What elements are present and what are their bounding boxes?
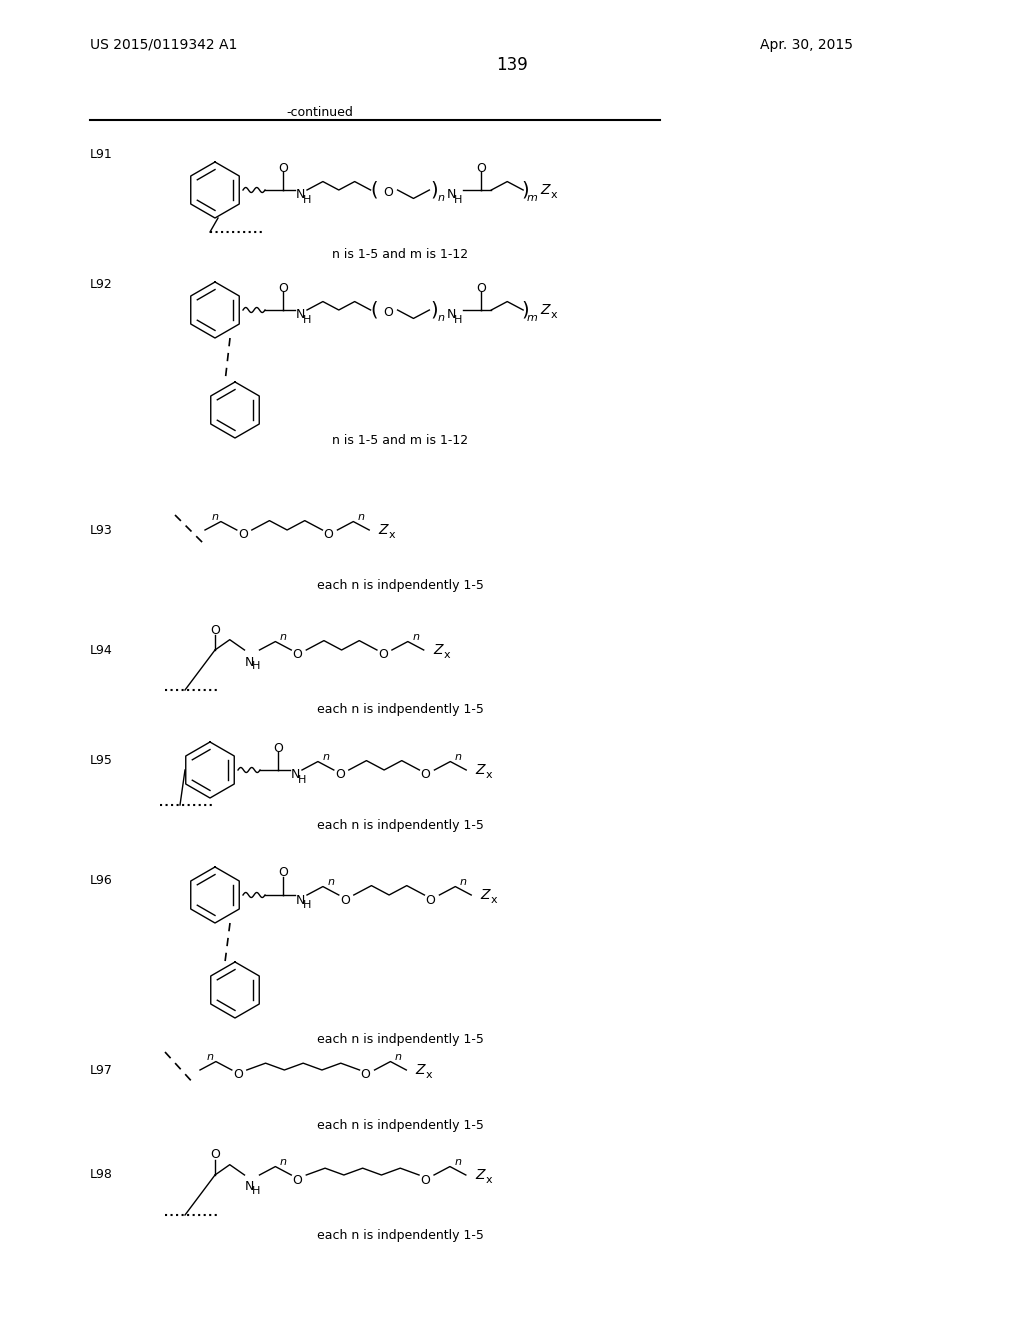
Text: x: x [443, 649, 450, 660]
Text: x: x [485, 1175, 493, 1185]
Text: ): ) [430, 301, 438, 319]
Text: O: O [210, 1148, 220, 1162]
Text: x: x [486, 770, 493, 780]
Text: Z: Z [541, 183, 550, 197]
Text: Z: Z [475, 1168, 484, 1181]
Text: x: x [490, 895, 498, 906]
Text: O: O [378, 648, 388, 661]
Text: H: H [252, 661, 261, 671]
Text: x: x [426, 1071, 433, 1080]
Text: each n is indpendently 1-5: each n is indpendently 1-5 [316, 578, 483, 591]
Text: -continued: -continued [287, 107, 353, 120]
Text: O: O [279, 866, 288, 879]
Text: x: x [389, 531, 395, 540]
Text: n: n [395, 1052, 401, 1063]
Text: n: n [323, 752, 330, 762]
Text: n: n [455, 1158, 462, 1167]
Text: ): ) [430, 181, 438, 199]
Text: O: O [420, 1173, 430, 1187]
Text: O: O [384, 306, 393, 319]
Text: n: n [207, 1052, 213, 1063]
Text: L93: L93 [90, 524, 113, 536]
Text: O: O [279, 281, 288, 294]
Text: n is 1-5 and m is 1-12: n is 1-5 and m is 1-12 [332, 248, 468, 261]
Text: N: N [295, 189, 305, 202]
Text: O: O [273, 742, 283, 755]
Text: Z: Z [541, 304, 550, 317]
Text: H: H [455, 315, 463, 325]
Text: O: O [279, 161, 288, 174]
Text: each n is indpendently 1-5: each n is indpendently 1-5 [316, 1229, 483, 1242]
Text: Z: Z [480, 888, 489, 902]
Text: N: N [446, 189, 456, 202]
Text: ): ) [521, 181, 529, 199]
Text: n: n [357, 512, 365, 521]
Text: H: H [252, 1185, 261, 1196]
Text: m: m [526, 313, 538, 323]
Text: n: n [212, 512, 218, 521]
Text: n: n [328, 876, 334, 887]
Text: L91: L91 [90, 149, 113, 161]
Text: O: O [340, 894, 350, 907]
Text: (: ( [371, 301, 378, 319]
Text: H: H [303, 195, 311, 205]
Text: Z: Z [379, 523, 388, 537]
Text: n: n [413, 632, 419, 642]
Text: N: N [245, 656, 254, 668]
Text: L95: L95 [90, 754, 113, 767]
Text: each n is indpendently 1-5: each n is indpendently 1-5 [316, 1034, 483, 1047]
Text: H: H [303, 315, 311, 325]
Text: O: O [384, 186, 393, 199]
Text: H: H [298, 775, 306, 785]
Text: H: H [455, 195, 463, 205]
Text: US 2015/0119342 A1: US 2015/0119342 A1 [90, 38, 238, 51]
Text: each n is indpendently 1-5: each n is indpendently 1-5 [316, 704, 483, 717]
Text: O: O [335, 768, 345, 781]
Text: n: n [280, 1158, 287, 1167]
Text: O: O [324, 528, 334, 541]
Text: O: O [292, 1173, 302, 1187]
Text: N: N [245, 1180, 254, 1193]
Text: 139: 139 [496, 55, 528, 74]
Text: O: O [360, 1068, 371, 1081]
Text: N: N [295, 309, 305, 322]
Text: O: O [476, 161, 486, 174]
Text: n: n [460, 876, 467, 887]
Text: L92: L92 [90, 279, 113, 292]
Text: n is 1-5 and m is 1-12: n is 1-5 and m is 1-12 [332, 433, 468, 446]
Text: each n is indpendently 1-5: each n is indpendently 1-5 [316, 818, 483, 832]
Text: ): ) [521, 301, 529, 319]
Text: H: H [303, 900, 311, 909]
Text: O: O [210, 623, 220, 636]
Text: n: n [438, 313, 444, 323]
Text: O: O [421, 768, 430, 781]
Text: O: O [476, 281, 486, 294]
Text: x: x [551, 310, 557, 319]
Text: n: n [455, 752, 462, 762]
Text: L97: L97 [90, 1064, 113, 1077]
Text: (: ( [371, 181, 378, 199]
Text: N: N [295, 894, 305, 907]
Text: L98: L98 [90, 1168, 113, 1181]
Text: m: m [526, 193, 538, 203]
Text: Z: Z [433, 643, 442, 657]
Text: Apr. 30, 2015: Apr. 30, 2015 [760, 38, 853, 51]
Text: n: n [438, 193, 444, 203]
Text: x: x [551, 190, 557, 201]
Text: O: O [238, 528, 248, 541]
Text: O: O [292, 648, 302, 661]
Text: N: N [446, 309, 456, 322]
Text: Z: Z [416, 1063, 425, 1077]
Text: Z: Z [475, 763, 485, 777]
Text: each n is indpendently 1-5: each n is indpendently 1-5 [316, 1118, 483, 1131]
Text: L96: L96 [90, 874, 113, 887]
Text: O: O [426, 894, 435, 907]
Text: O: O [232, 1068, 243, 1081]
Text: L94: L94 [90, 644, 113, 656]
Text: n: n [280, 632, 287, 642]
Text: N: N [291, 768, 300, 781]
